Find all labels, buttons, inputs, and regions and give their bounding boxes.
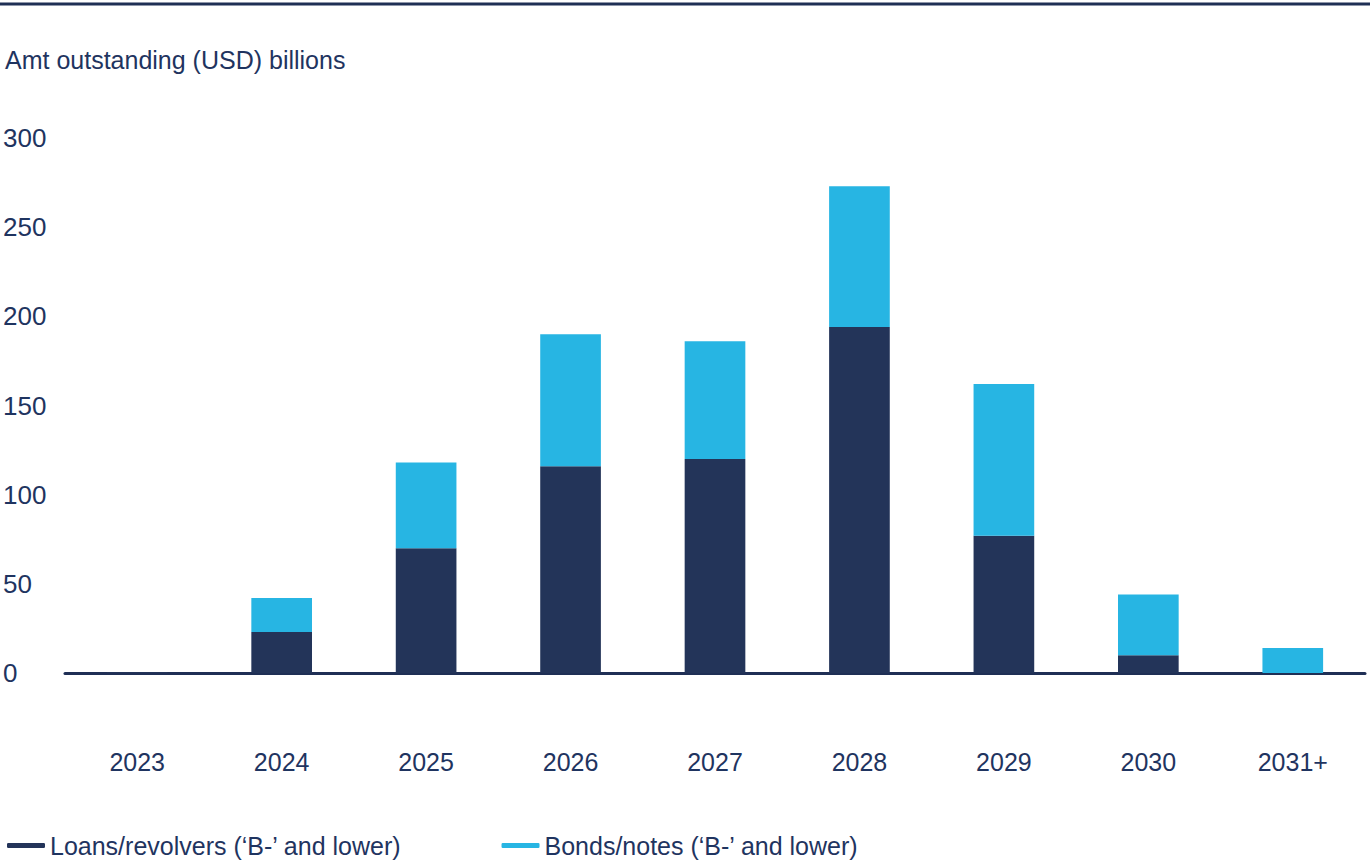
svg-text:2028: 2028 xyxy=(832,748,888,776)
svg-text:50: 50 xyxy=(3,569,32,599)
svg-text:2023: 2023 xyxy=(109,748,165,776)
svg-text:2027: 2027 xyxy=(687,748,743,776)
svg-text:2029: 2029 xyxy=(976,748,1032,776)
svg-text:250: 250 xyxy=(3,212,46,242)
svg-text:300: 300 xyxy=(3,123,46,153)
svg-text:Bonds/notes (‘B-’ and lower): Bonds/notes (‘B-’ and lower) xyxy=(545,832,858,860)
svg-text:2026: 2026 xyxy=(543,748,599,776)
svg-text:Amt outstanding (USD) billions: Amt outstanding (USD) billions xyxy=(5,46,345,74)
svg-text:2025: 2025 xyxy=(398,748,454,776)
svg-text:150: 150 xyxy=(3,391,46,421)
svg-text:0: 0 xyxy=(3,658,17,688)
svg-text:2031+: 2031+ xyxy=(1258,748,1328,776)
svg-text:Loans/revolvers (‘B-’ and lowe: Loans/revolvers (‘B-’ and lower) xyxy=(50,832,401,860)
svg-text:2024: 2024 xyxy=(254,748,310,776)
svg-text:2030: 2030 xyxy=(1121,748,1177,776)
svg-text:200: 200 xyxy=(3,301,46,331)
svg-text:100: 100 xyxy=(3,480,46,510)
